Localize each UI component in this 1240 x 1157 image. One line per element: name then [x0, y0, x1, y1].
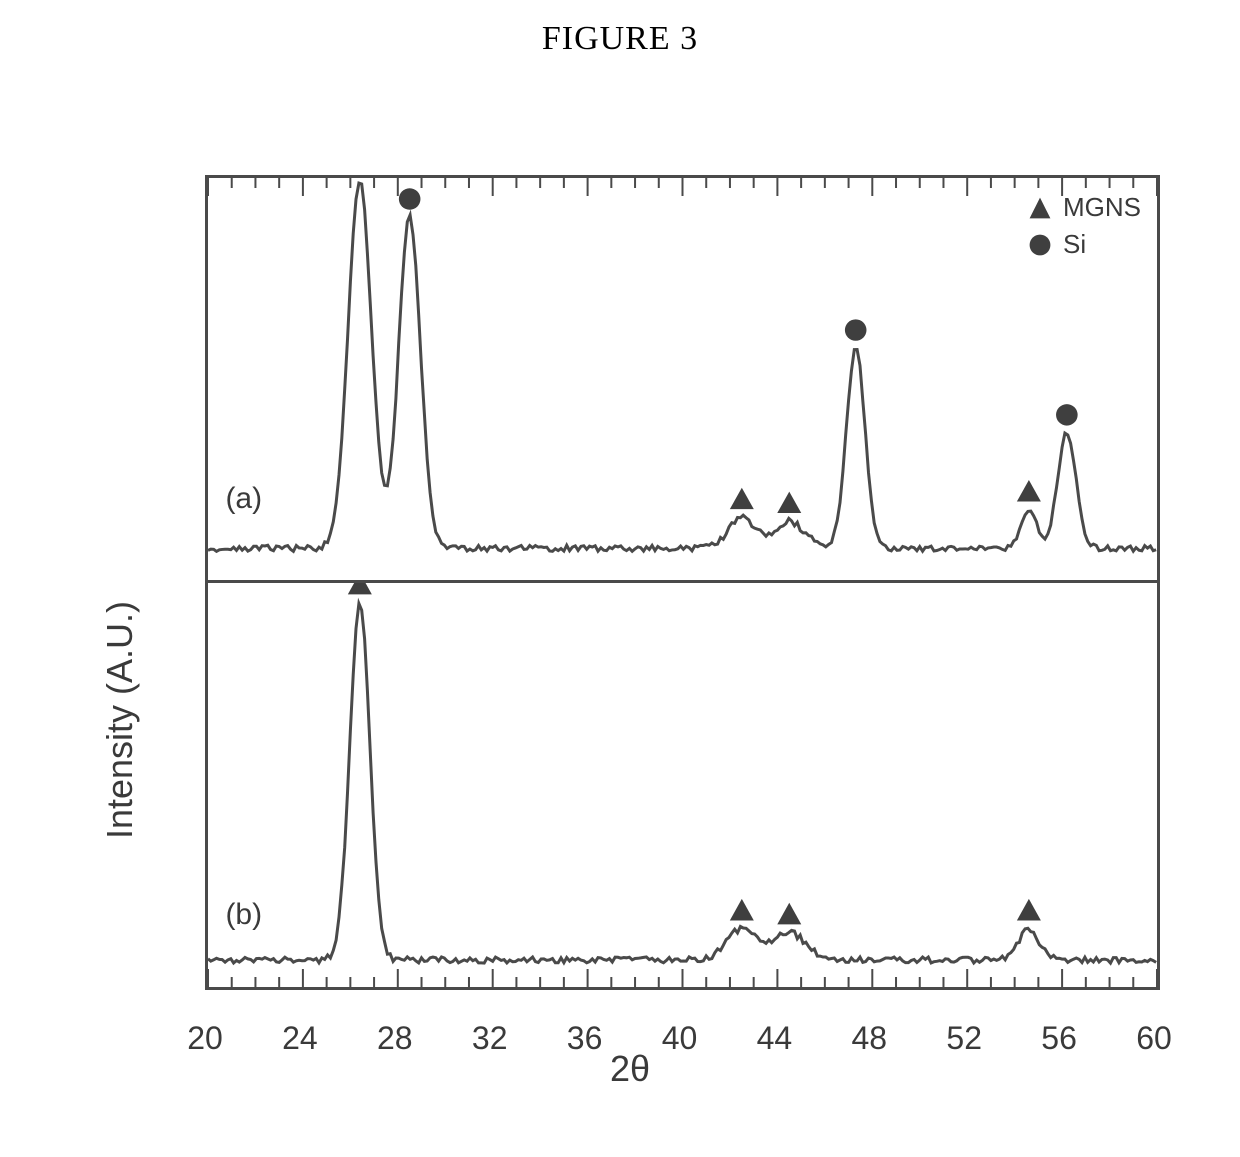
- legend-label: MGNS: [1063, 192, 1141, 223]
- panel-b-curve: [208, 583, 1157, 988]
- bottom-axis-ticks: [208, 963, 1157, 987]
- panel-b-label: (b): [225, 898, 262, 932]
- triangle-icon: [1027, 195, 1053, 221]
- panel-a-label: (a): [225, 482, 262, 516]
- legend-item-mgns: MGNS: [1027, 192, 1141, 223]
- panel-a-curve: [208, 178, 1157, 580]
- circle-icon: [1027, 232, 1053, 258]
- plot-area: (a) MGNS Si (b): [205, 175, 1160, 990]
- panel-b: (b): [208, 583, 1157, 988]
- x-axis-label: 2θ: [90, 1048, 1170, 1090]
- figure-title: FIGURE 3: [0, 20, 1240, 58]
- xrd-chart: Intensity (A.U.) (a) MGNS Si: [90, 170, 1170, 1090]
- legend: MGNS Si: [1027, 192, 1141, 266]
- panel-a: (a) MGNS Si: [208, 178, 1157, 583]
- legend-item-si: Si: [1027, 229, 1141, 260]
- legend-label: Si: [1063, 229, 1086, 260]
- y-axis-label: Intensity (A.U.): [99, 601, 141, 839]
